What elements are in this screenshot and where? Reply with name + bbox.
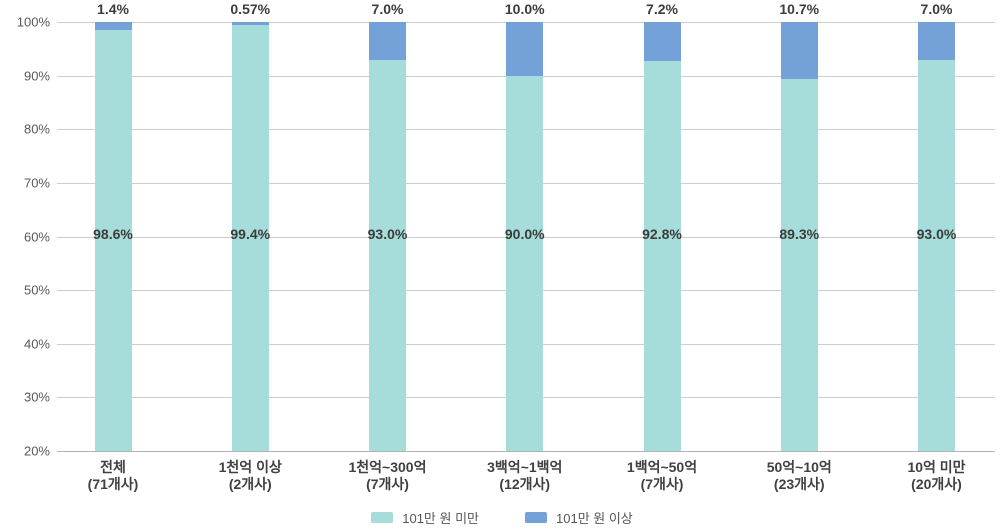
bar-segment-under-101 <box>369 59 406 451</box>
category-name: 1백억~50억 <box>626 459 698 475</box>
y-tick-label: 30% <box>23 389 50 405</box>
legend-item: 101만 원 미만 <box>371 508 479 527</box>
category-count: (71개사) <box>87 476 139 492</box>
category-count: (7개사) <box>366 476 409 492</box>
bar-inside-value-label: 92.8% <box>642 226 682 242</box>
category-name: 50억~10억 <box>766 459 832 475</box>
bar-column <box>780 22 818 451</box>
category-name: 1천억~300억 <box>348 459 427 475</box>
legend-label: 101만 원 이상 <box>556 511 633 526</box>
category-label: 1천억~300억 (7개사) <box>319 459 456 493</box>
category-name: 3백억~1백억 <box>487 459 563 475</box>
bar-inside-value-label: 99.4% <box>230 226 271 242</box>
category-name: 10억 미만 <box>907 459 966 475</box>
bar-segment-under-101 <box>780 79 818 451</box>
category-count: (20개사) <box>911 476 962 492</box>
bar-top-value-label: 7.0% <box>920 1 953 17</box>
y-axis: 100% 90% 80% 70% 60% 50% 40% 30% 20% <box>0 0 50 460</box>
bar-segment-over-101 <box>506 22 544 76</box>
bar-segment-under-101 <box>918 59 955 451</box>
bar-top-value-label: 10.0% <box>504 1 545 17</box>
bar-segment-over-101 <box>94 22 132 30</box>
legend: 101만 원 미만 101만 원 이상 <box>0 508 1004 527</box>
category-label: 3백억~1백억 (12개사) <box>456 459 593 493</box>
y-tick-label: 70% <box>23 175 50 191</box>
category-name: 전체 <box>100 459 126 475</box>
category-label: 전체 (71개사) <box>45 459 182 493</box>
bar-top-value-label: 7.0% <box>371 1 404 17</box>
bar-column <box>369 22 406 451</box>
y-tick-label: 90% <box>23 68 50 84</box>
category-count: (12개사) <box>499 476 551 492</box>
legend-label: 101만 원 미만 <box>402 511 479 526</box>
category-label: 1백억~50억 (7개사) <box>594 459 731 493</box>
plot-area: 1.4% 98.6% 전체 (71개사) 0.57% 99.4% 1천억 이상 (2개사) 7.… <box>57 1 995 492</box>
category-count: (7개사) <box>640 476 684 492</box>
bar-column <box>231 22 269 451</box>
bar-column <box>643 22 681 451</box>
bar-inside-value-label: 98.6% <box>93 226 133 242</box>
y-tick-label: 50% <box>23 282 50 298</box>
category-count: (23개사) <box>773 476 825 492</box>
y-tick-label: 40% <box>23 336 50 352</box>
gridline <box>57 451 995 452</box>
bar-segment-over-101 <box>643 22 681 61</box>
bar-segment-over-101 <box>231 22 269 26</box>
bar-inside-value-label: 93.0% <box>916 226 957 242</box>
y-tick-label: 80% <box>23 121 50 137</box>
bar-segment-under-101 <box>94 29 132 451</box>
bar-segment-under-101 <box>231 25 269 451</box>
category-label: 1천억 이상 (2개사) <box>182 459 319 493</box>
bar-inside-value-label: 93.0% <box>367 226 408 242</box>
bar-inside-value-label: 90.0% <box>504 226 545 242</box>
bar-segment-under-101 <box>643 60 681 451</box>
bar-column <box>94 22 132 451</box>
category-name: 1천억 이상 <box>218 459 282 475</box>
bar-segment-over-101 <box>369 22 406 60</box>
bar-segment-under-101 <box>506 75 544 451</box>
bar-top-value-label: 0.57% <box>230 1 271 17</box>
category-count: (2개사) <box>228 476 272 492</box>
bar-segment-over-101 <box>918 22 955 60</box>
bar-top-value-label: 7.2% <box>646 1 678 17</box>
bar-inside-value-label: 89.3% <box>779 226 820 242</box>
bar-top-value-label: 10.7% <box>779 1 820 17</box>
y-tick-label: 100% <box>16 14 50 30</box>
category-label: 50억~10억 (23개사) <box>731 459 868 493</box>
y-tick-label: 60% <box>23 229 50 244</box>
bar-top-value-label: 1.4% <box>97 1 129 17</box>
bar-column <box>918 22 955 451</box>
category-label: 10억 미만 (20개사) <box>868 459 1004 493</box>
legend-swatch-under-101 <box>371 512 394 523</box>
y-tick-label: 20% <box>23 443 50 459</box>
legend-item: 101만 원 이상 <box>525 508 633 527</box>
bar-segment-over-101 <box>780 22 818 80</box>
legend-swatch-over-101 <box>525 512 547 523</box>
bar-column <box>506 22 544 451</box>
